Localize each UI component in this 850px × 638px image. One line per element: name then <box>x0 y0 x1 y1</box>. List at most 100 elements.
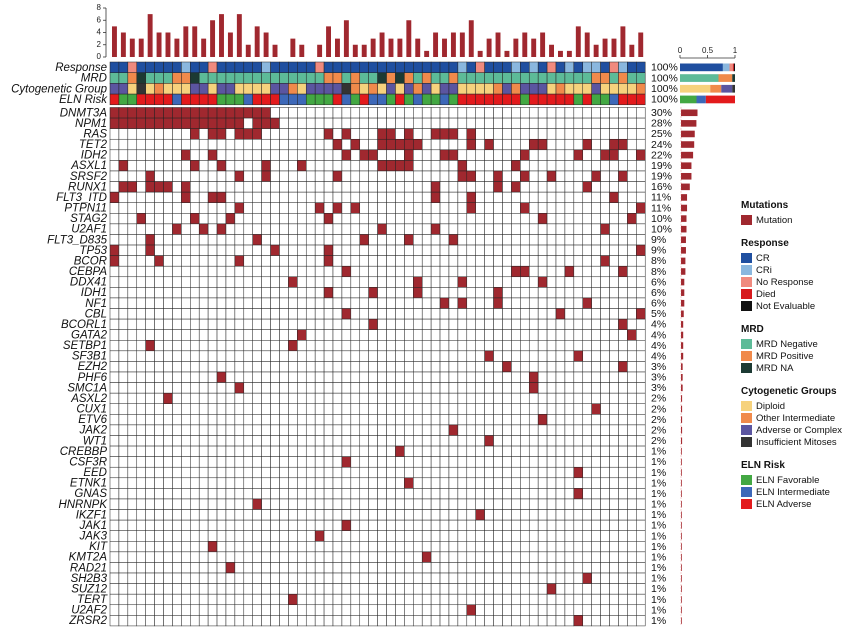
empty-cell <box>618 445 628 457</box>
empty-cell <box>207 424 218 436</box>
empty-cell <box>163 223 173 235</box>
annotation-cell <box>109 83 120 95</box>
empty-cell <box>439 371 450 383</box>
empty-cell <box>109 519 120 531</box>
top-bar <box>504 50 510 57</box>
empty-cell <box>288 255 298 267</box>
empty-cell <box>252 414 262 426</box>
legend-label: Adverse or Complex <box>756 424 843 436</box>
empty-cell <box>520 244 530 256</box>
empty-cell <box>466 519 476 531</box>
empty-cell <box>368 403 378 415</box>
empty-cell <box>181 318 191 330</box>
gene-side-bar <box>681 490 682 497</box>
legend-swatch <box>741 363 752 373</box>
empty-cell <box>475 593 485 606</box>
empty-cell <box>181 414 191 426</box>
annotation-cell <box>172 83 182 95</box>
legend-group: MRD MRD Negative MRD Positive MRD NA <box>741 324 849 374</box>
empty-cell <box>413 509 423 521</box>
empty-cell <box>154 213 164 225</box>
empty-cell <box>537 583 548 595</box>
empty-cell <box>546 202 557 214</box>
annotation-cell <box>439 93 450 106</box>
empty-cell <box>448 107 459 119</box>
empty-cell <box>618 456 628 468</box>
empty-cell <box>404 435 414 447</box>
empty-cell <box>198 530 209 542</box>
annotation-cell <box>609 93 619 106</box>
empty-cell <box>288 138 298 151</box>
empty-cell <box>484 170 494 182</box>
empty-cell <box>600 361 610 373</box>
empty-cell <box>395 276 405 288</box>
annotation-cell <box>305 83 316 95</box>
empty-cell <box>582 276 592 288</box>
empty-cell <box>207 350 218 362</box>
empty-cell <box>555 414 566 426</box>
empty-cell <box>118 223 129 235</box>
annotation-cell <box>297 93 307 106</box>
empty-cell <box>118 318 129 330</box>
mutation-cell <box>511 160 521 172</box>
empty-cell <box>421 213 432 225</box>
empty-cell <box>252 615 262 627</box>
empty-cell <box>181 562 191 574</box>
empty-cell <box>609 509 619 521</box>
empty-cell <box>118 340 129 352</box>
empty-cell <box>297 138 307 151</box>
empty-cell <box>198 276 209 288</box>
empty-cell <box>528 498 539 510</box>
empty-cell <box>546 340 557 352</box>
empty-cell <box>297 350 307 362</box>
empty-cell <box>270 361 280 373</box>
gene-pct: 3% <box>651 372 666 384</box>
empty-cell <box>546 117 557 129</box>
empty-cell <box>225 244 236 256</box>
empty-cell <box>350 149 361 161</box>
empty-cell <box>305 128 316 140</box>
empty-cell <box>127 530 138 542</box>
empty-cell <box>555 435 566 447</box>
top-bar <box>361 44 367 57</box>
empty-cell <box>404 265 414 278</box>
empty-cell <box>511 466 521 479</box>
mutation-cell <box>252 128 262 140</box>
empty-cell <box>582 551 592 563</box>
empty-cell <box>520 477 530 489</box>
empty-cell <box>404 276 414 288</box>
empty-cell <box>145 361 155 373</box>
empty-cell <box>502 191 512 203</box>
gene-pct: 1% <box>651 615 666 627</box>
annotation-cell <box>359 83 369 95</box>
empty-cell <box>225 371 236 383</box>
empty-cell <box>484 392 494 404</box>
empty-cell <box>573 541 584 553</box>
empty-cell <box>636 287 646 299</box>
gene-side-bar <box>681 395 683 402</box>
empty-cell <box>118 466 129 479</box>
empty-cell <box>591 181 601 193</box>
empty-cell <box>582 435 592 447</box>
empty-cell <box>359 160 369 172</box>
empty-cell <box>555 181 566 193</box>
empty-cell <box>573 255 584 267</box>
empty-cell <box>297 265 307 278</box>
empty-cell <box>430 350 441 362</box>
empty-cell <box>618 414 628 426</box>
empty-cell <box>457 583 468 595</box>
empty-cell <box>154 562 164 574</box>
empty-cell <box>243 287 253 299</box>
empty-cell <box>404 615 414 627</box>
annotation-cell <box>591 93 601 106</box>
empty-cell <box>600 572 610 584</box>
empty-cell <box>511 456 521 468</box>
empty-cell <box>564 244 575 256</box>
side-bar-tick-label: 0 <box>678 46 683 55</box>
empty-cell <box>448 498 459 510</box>
annotation-cell <box>234 61 245 73</box>
empty-cell <box>234 297 245 309</box>
empty-cell <box>136 551 146 563</box>
annotation-cell <box>484 83 494 95</box>
empty-cell <box>448 223 459 235</box>
